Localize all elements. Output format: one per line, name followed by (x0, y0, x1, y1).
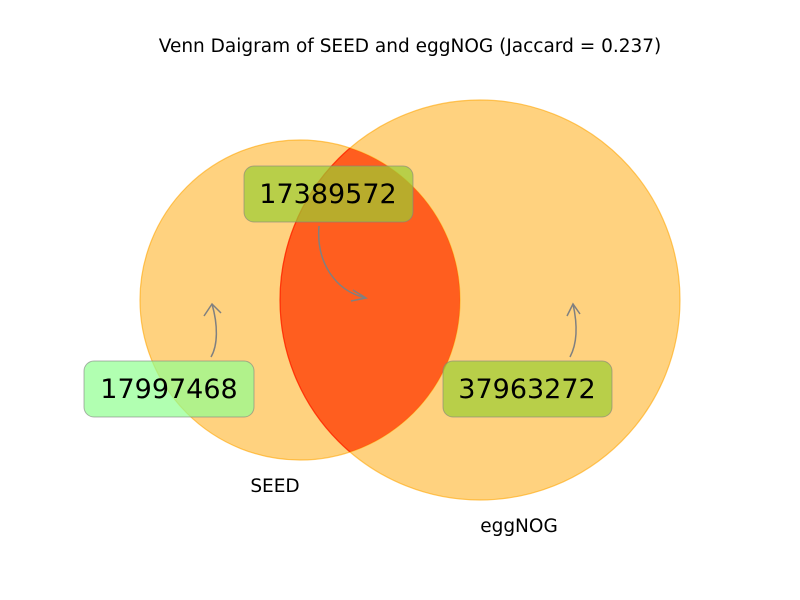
seed-only-count-box: 17997468 (83, 360, 255, 418)
diagram-title: Venn Daigram of SEED and eggNOG (Jaccard… (159, 36, 662, 57)
eggnog-only-arrow (566, 302, 581, 358)
seed-only-arrow (203, 302, 222, 358)
eggnog-set-label: eggNOG (480, 516, 558, 537)
eggnog-only-count: 37963272 (458, 374, 595, 405)
seed-only-count: 17997468 (100, 374, 237, 405)
eggnog-only-count-box: 37963272 (442, 360, 613, 418)
intersection-count-box: 17389572 (243, 165, 414, 223)
intersection-count: 17389572 (259, 179, 396, 210)
intersection-arrow (317, 225, 369, 302)
seed-set-label: SEED (250, 476, 299, 497)
